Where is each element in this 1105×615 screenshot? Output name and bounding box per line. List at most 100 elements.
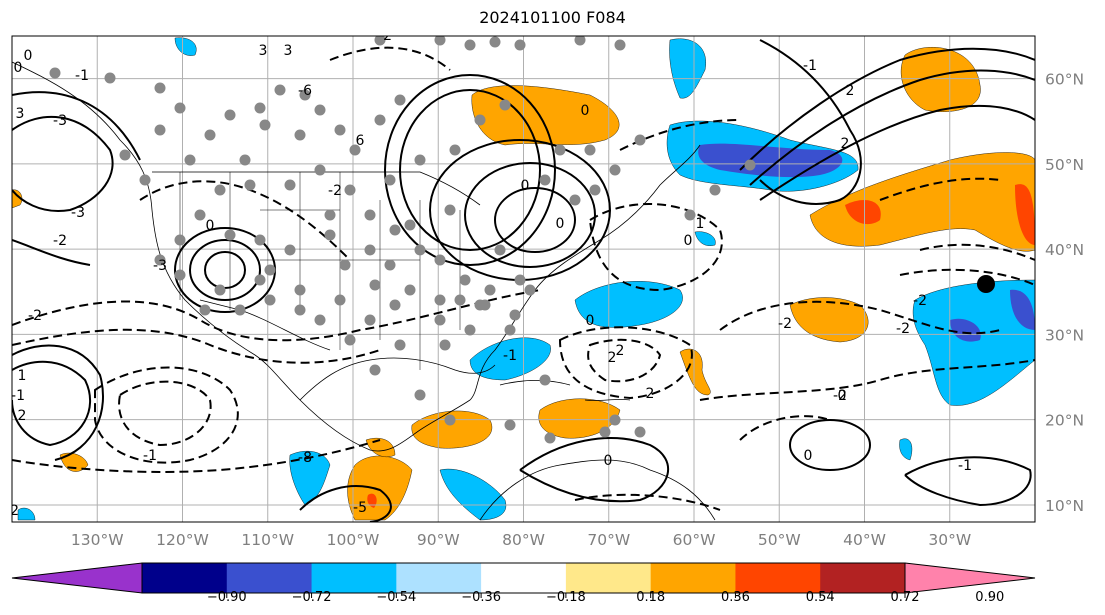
station-dot <box>404 284 416 296</box>
station-dot <box>374 36 386 46</box>
station-dot <box>314 104 326 116</box>
contour-value-label: -1 <box>958 458 972 474</box>
contour <box>12 360 91 447</box>
station-dot <box>374 114 386 126</box>
station-dot <box>214 184 226 196</box>
contour-value-label: 2 <box>608 350 617 366</box>
station-dot <box>369 364 381 376</box>
station-dot <box>259 119 271 131</box>
lon-tick-label: 60°W <box>673 531 716 549</box>
lon-tick-label: 40°W <box>843 531 886 549</box>
colorbar-tick-label: −0.90 <box>207 590 247 605</box>
station-dot <box>314 164 326 176</box>
contour-value-label: 3 <box>284 43 293 59</box>
shaded-anomalies <box>12 37 1035 521</box>
station-dot <box>284 244 296 256</box>
positive-anomaly-region <box>809 152 1035 252</box>
station-dot <box>174 269 186 281</box>
contour <box>12 115 114 212</box>
station-dot <box>464 324 476 336</box>
contour-value-label: 0 <box>581 103 590 119</box>
negative-anomaly-region <box>174 37 197 56</box>
station-dot <box>369 279 381 291</box>
plot-frame <box>11 35 1036 523</box>
station-dot <box>454 294 466 306</box>
station-dot <box>684 209 696 221</box>
station-dot <box>539 174 551 186</box>
lon-tick-label: 90°W <box>417 531 460 549</box>
station-dot <box>434 294 446 306</box>
negative-contour <box>94 366 239 464</box>
station-dot <box>439 339 451 351</box>
negative-contour <box>699 359 1035 401</box>
contour-value-label: 0 <box>14 60 23 76</box>
contour-value-label: -8 <box>298 450 312 466</box>
colorbar-tick-label: −0.72 <box>292 590 332 605</box>
station-dot <box>154 82 166 94</box>
contour-value-label: -2 <box>28 308 42 324</box>
station-dot <box>154 124 166 136</box>
positive-anomaly-region <box>679 348 711 396</box>
station-dot <box>254 102 266 114</box>
lat-tick-label: 50°N <box>1045 156 1084 174</box>
station-dot <box>584 144 596 156</box>
trough-contour <box>759 104 1035 201</box>
station-dot <box>254 234 266 246</box>
station-dot <box>294 129 306 141</box>
station-dot <box>444 204 456 216</box>
station-dot <box>344 184 356 196</box>
colorbar-segment <box>735 563 821 593</box>
negative-contour <box>12 289 541 342</box>
negative-anomaly-region <box>950 318 981 342</box>
colorbar-tick-label: 0.36 <box>721 590 750 605</box>
negative-anomaly-region <box>899 438 913 461</box>
colorbar-tick-label: −0.54 <box>376 590 416 605</box>
station-dot <box>524 284 536 296</box>
contour-value-label: 0 <box>206 218 215 234</box>
station-dot <box>434 254 446 266</box>
positive-anomaly-region <box>845 200 881 225</box>
station-dots <box>49 36 756 444</box>
station-dot <box>224 109 236 121</box>
negative-anomaly-region <box>469 337 551 381</box>
dashed-contour-lines <box>12 46 1035 511</box>
lat-tick-label: 40°N <box>1045 241 1084 259</box>
station-dot <box>254 274 266 286</box>
station-dot <box>414 389 426 401</box>
colorbar-segment <box>311 563 397 593</box>
colorbar-tick-label: 0.18 <box>636 590 665 605</box>
contour <box>12 91 141 161</box>
coastlines <box>12 61 716 521</box>
station-dot <box>634 134 646 146</box>
colorbar-tick-label: −0.18 <box>546 590 586 605</box>
negative-contour <box>118 380 212 447</box>
colorbar-tick-label: 0.72 <box>891 590 920 605</box>
contour-value-label: 0 <box>804 448 813 464</box>
station-dot <box>394 94 406 106</box>
contour-value-label: -3 <box>71 205 85 221</box>
positive-anomaly-region <box>367 493 377 508</box>
negative-anomaly-region <box>694 231 716 246</box>
station-dot <box>334 294 346 306</box>
station-dot <box>224 229 236 241</box>
contour-value-label: -3 <box>53 113 67 129</box>
station-dot <box>49 67 61 79</box>
contour-value-label: -1 <box>75 68 89 84</box>
contour-value-label: -1 <box>503 348 517 364</box>
contour-value-label: -6 <box>298 83 312 99</box>
longitude-labels: 130°W 120°W 110°W 100°W 90°W 80°W 70°W 60°W 50°W… <box>71 531 971 549</box>
contour <box>789 419 871 471</box>
station-dot <box>239 154 251 166</box>
station-dot <box>139 174 151 186</box>
contour <box>299 485 392 522</box>
station-dot <box>574 36 586 46</box>
us-canada-border <box>152 171 481 206</box>
low-center-contour <box>384 74 556 266</box>
contour-value-label: 0 <box>586 313 595 329</box>
negative-contour <box>619 119 741 151</box>
contour <box>519 437 670 503</box>
station-dot <box>389 299 401 311</box>
station-dot <box>539 374 551 386</box>
contour-value-label: -2 <box>5 503 19 519</box>
negative-contour <box>558 326 693 400</box>
